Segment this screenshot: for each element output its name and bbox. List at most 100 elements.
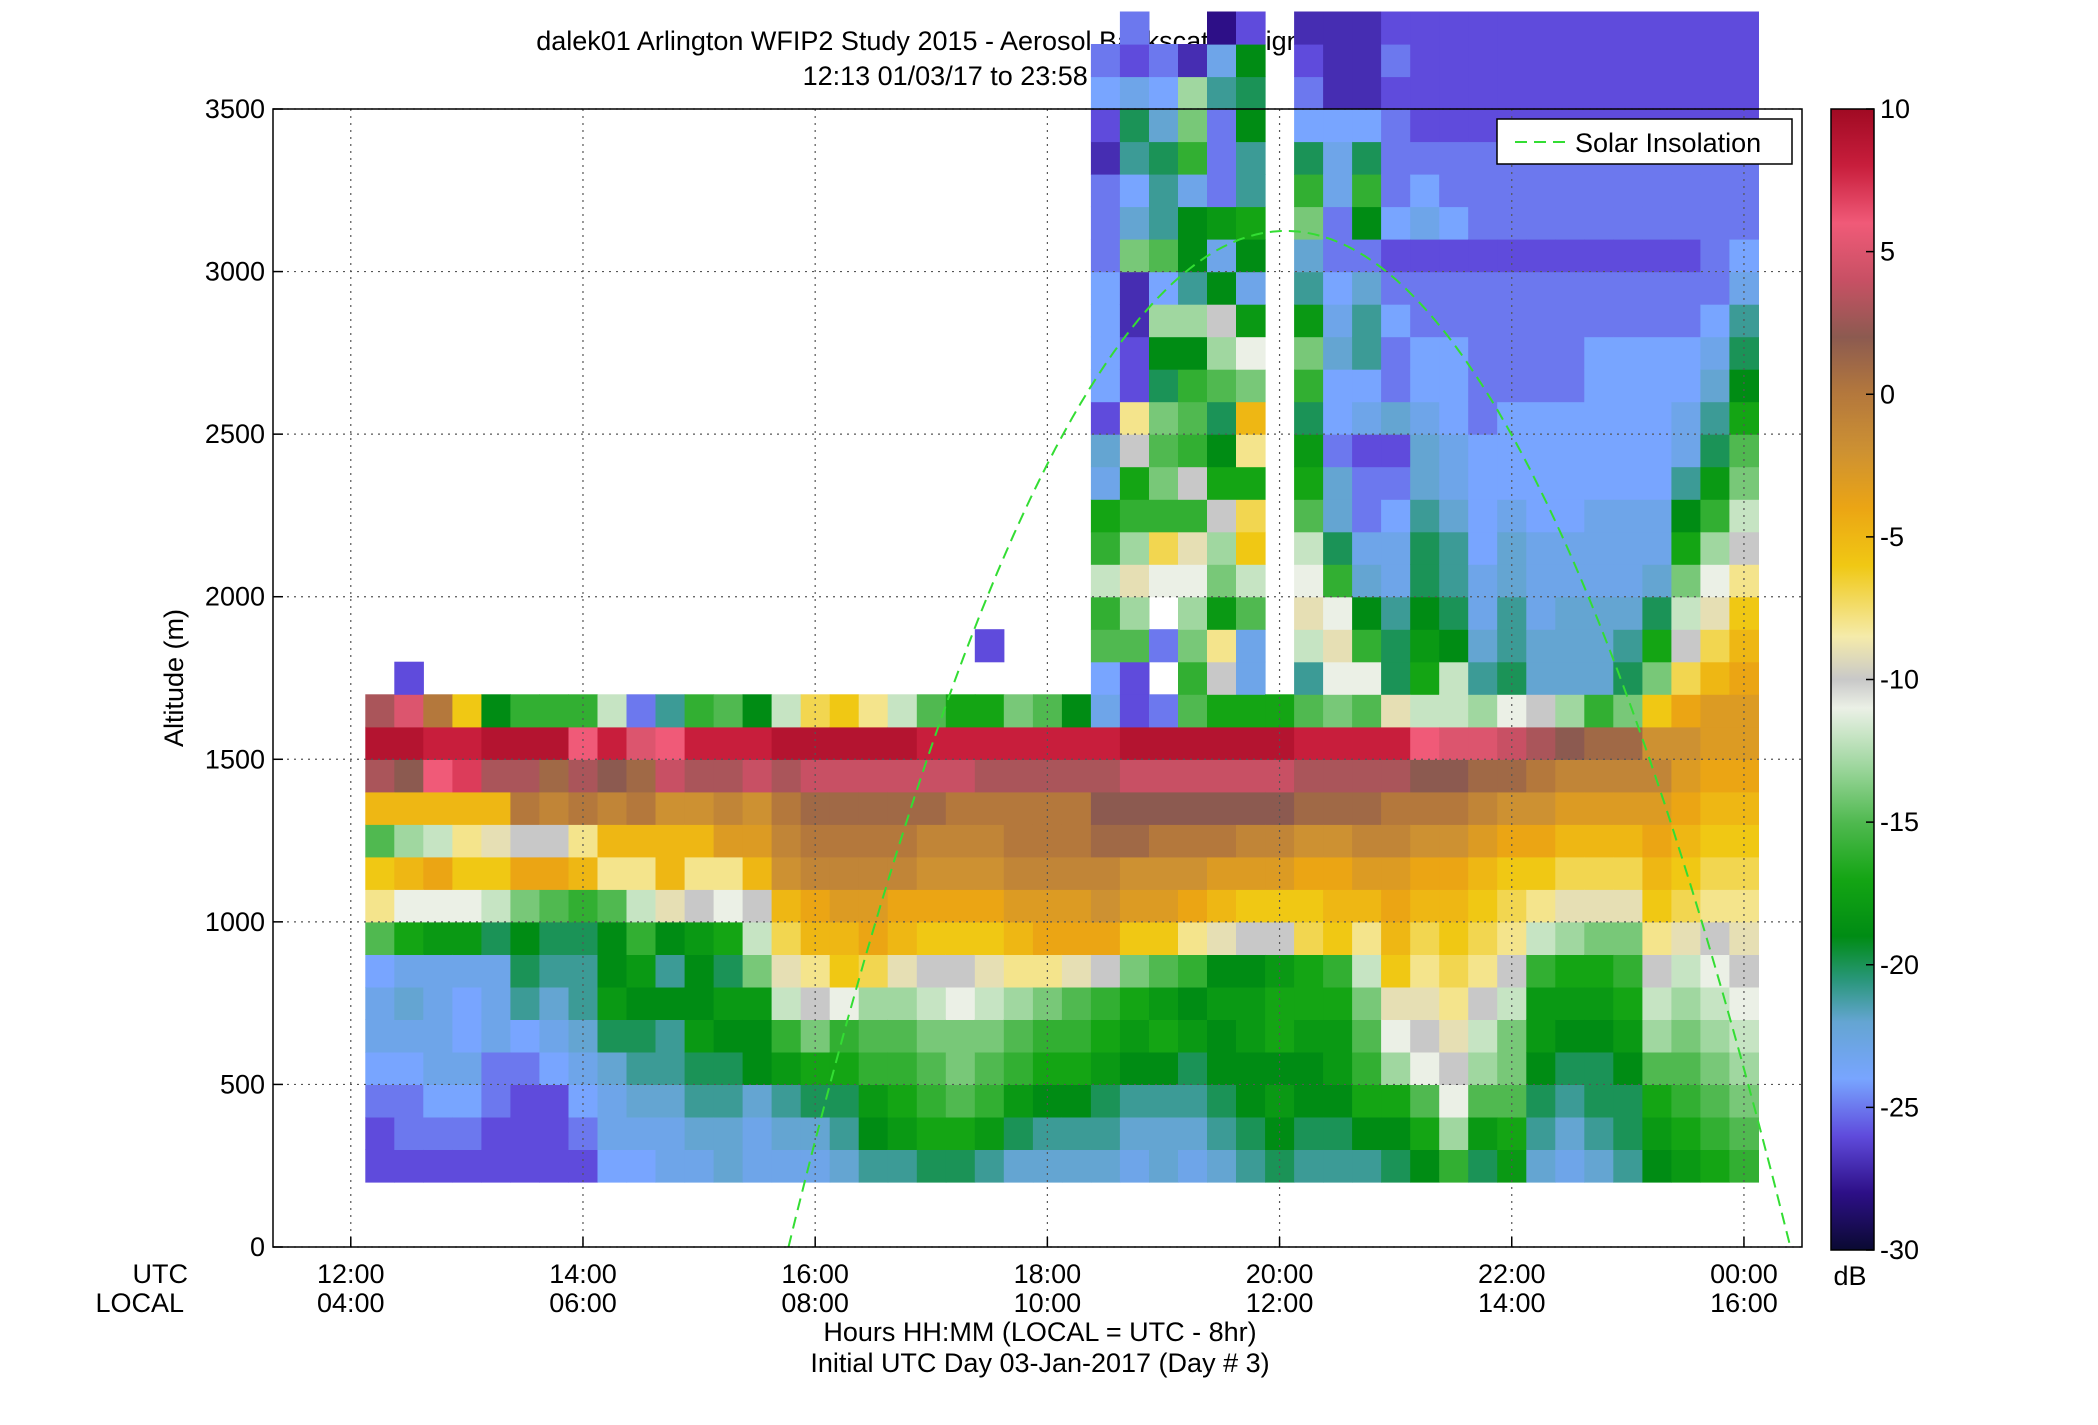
heatmap-cell (1468, 954, 1498, 988)
heatmap-cell (1149, 629, 1179, 663)
heatmap-cell (1468, 336, 1498, 370)
heatmap-cell (684, 1116, 715, 1150)
heatmap-cell (1671, 1019, 1701, 1053)
heatmap-cell (1236, 206, 1266, 240)
heatmap-cell (510, 1084, 540, 1118)
heatmap-cell (1584, 954, 1614, 988)
heatmap-cell (771, 1116, 802, 1150)
heatmap-cell (1613, 336, 1643, 370)
heatmap-cell (1381, 434, 1411, 468)
heatmap-cell (1468, 401, 1498, 435)
heatmap-cell (1003, 1084, 1034, 1118)
heatmap-cell (452, 759, 482, 793)
heatmap-cell (1700, 206, 1730, 240)
heatmap-cell (1119, 1084, 1150, 1118)
heatmap-cell (1207, 1019, 1237, 1053)
heatmap-cell (713, 1084, 744, 1118)
heatmap-cell (1700, 434, 1730, 468)
heatmap-cell (1613, 1149, 1643, 1183)
heatmap-cell (1671, 986, 1701, 1020)
heatmap-cell (1555, 921, 1585, 955)
heatmap-cell (1003, 889, 1034, 923)
heatmap-cell (1555, 11, 1585, 45)
heatmap-cell (1265, 694, 1295, 728)
heatmap-cell (1729, 694, 1759, 728)
heatmap-cell (1468, 466, 1498, 500)
heatmap-cell (1149, 76, 1179, 110)
heatmap-cell (1323, 921, 1353, 955)
heatmap-cell (1584, 369, 1614, 403)
x-tick-label-utc: 00:00 (1710, 1259, 1778, 1289)
heatmap-cell (1613, 564, 1643, 598)
heatmap-cell (1671, 434, 1701, 468)
heatmap-cell (1642, 1019, 1672, 1053)
heatmap-cell (1526, 629, 1556, 663)
heatmap-cell (1381, 174, 1411, 208)
heatmap-cell (1323, 336, 1353, 370)
heatmap-cell (1613, 174, 1643, 208)
heatmap-cell (1642, 889, 1672, 923)
heatmap-cell (945, 759, 976, 793)
heatmap-cell (1410, 336, 1440, 370)
heatmap-cell (1642, 369, 1672, 403)
heatmap-cell (1178, 1116, 1208, 1150)
heatmap-cell (1294, 141, 1324, 175)
heatmap-cell (1381, 1051, 1411, 1085)
heatmap-cell (1642, 1149, 1672, 1183)
heatmap-cell (1352, 434, 1382, 468)
heatmap-cell (974, 921, 1005, 955)
heatmap-cell (1584, 694, 1614, 728)
heatmap-cell (1497, 1019, 1527, 1053)
heatmap-cell (1439, 369, 1469, 403)
heatmap-cell (1613, 499, 1643, 533)
heatmap-cell (452, 694, 482, 728)
heatmap-cell (1381, 11, 1411, 45)
heatmap-cell (1090, 921, 1121, 955)
heatmap-cell (713, 921, 744, 955)
heatmap-cell (684, 1019, 715, 1053)
heatmap-cell (1294, 1149, 1324, 1183)
heatmap-cell (1381, 1084, 1411, 1118)
heatmap-cell (655, 1051, 686, 1085)
heatmap-cell (597, 986, 628, 1020)
heatmap-cell (1555, 694, 1585, 728)
heatmap-cell (597, 889, 628, 923)
heatmap-cell (1642, 76, 1672, 110)
heatmap-cell (1613, 661, 1643, 695)
heatmap-cell (1352, 1149, 1382, 1183)
heatmap-cell (1642, 44, 1672, 78)
heatmap-cell (1119, 889, 1150, 923)
heatmap-cell (510, 1149, 540, 1183)
heatmap-cell (1642, 661, 1672, 695)
heatmap-cell (1439, 271, 1469, 305)
heatmap-cell (1700, 401, 1730, 435)
heatmap-cell (1729, 791, 1759, 825)
heatmap-cell (1642, 434, 1672, 468)
heatmap-cell (742, 694, 773, 728)
heatmap-cell (1381, 856, 1411, 890)
heatmap-cell (1381, 694, 1411, 728)
heatmap-cell (713, 856, 744, 890)
heatmap-cell (626, 759, 657, 793)
heatmap-cell (1439, 239, 1469, 273)
heatmap-cell (829, 824, 860, 858)
heatmap-cell (1352, 76, 1382, 110)
heatmap-cell (916, 1019, 947, 1053)
heatmap-cell (626, 791, 657, 825)
heatmap-cell (1323, 11, 1353, 45)
heatmap-cell (1032, 791, 1063, 825)
heatmap-cell (1671, 499, 1701, 533)
heatmap-cell (1061, 726, 1092, 760)
heatmap-cell (1149, 824, 1179, 858)
heatmap-cell (1352, 629, 1382, 663)
heatmap-cell (1149, 499, 1179, 533)
heatmap-cell (452, 1116, 482, 1150)
heatmap-cell (1236, 889, 1266, 923)
heatmap-cell (1526, 921, 1556, 955)
heatmap-cell (1526, 44, 1556, 78)
heatmap-cell (829, 1051, 860, 1085)
heatmap-cell (945, 921, 976, 955)
heatmap-cell (1439, 921, 1469, 955)
heatmap-cell (1090, 174, 1121, 208)
heatmap-cell (771, 1084, 802, 1118)
